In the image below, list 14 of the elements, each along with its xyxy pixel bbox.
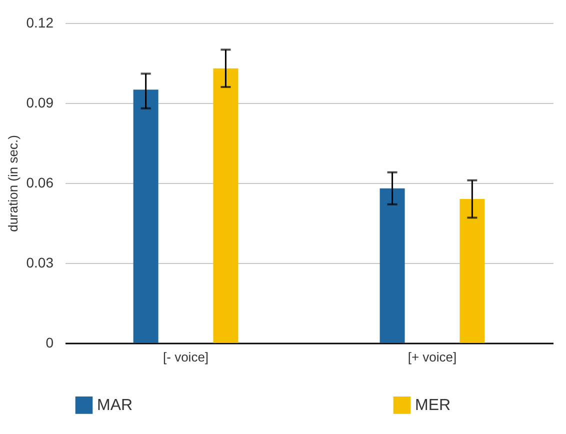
y-tick-label: 0.12 bbox=[26, 14, 54, 30]
bar bbox=[213, 68, 238, 343]
legend-label: MER bbox=[415, 397, 451, 414]
y-tick-label: 0 bbox=[46, 334, 54, 350]
y-tick-label: 0.06 bbox=[26, 174, 54, 190]
bar bbox=[133, 90, 158, 343]
y-tick-label: 0.09 bbox=[26, 94, 54, 110]
x-tick-label: [- voice] bbox=[163, 350, 209, 364]
bar bbox=[460, 199, 485, 343]
bar bbox=[380, 188, 405, 343]
y-axis-title: duration (in sec.) bbox=[5, 135, 20, 232]
x-tick-label: [+ voice] bbox=[408, 350, 457, 364]
y-tick-label: 0.03 bbox=[26, 254, 54, 270]
legend-label: MAR bbox=[97, 397, 133, 414]
